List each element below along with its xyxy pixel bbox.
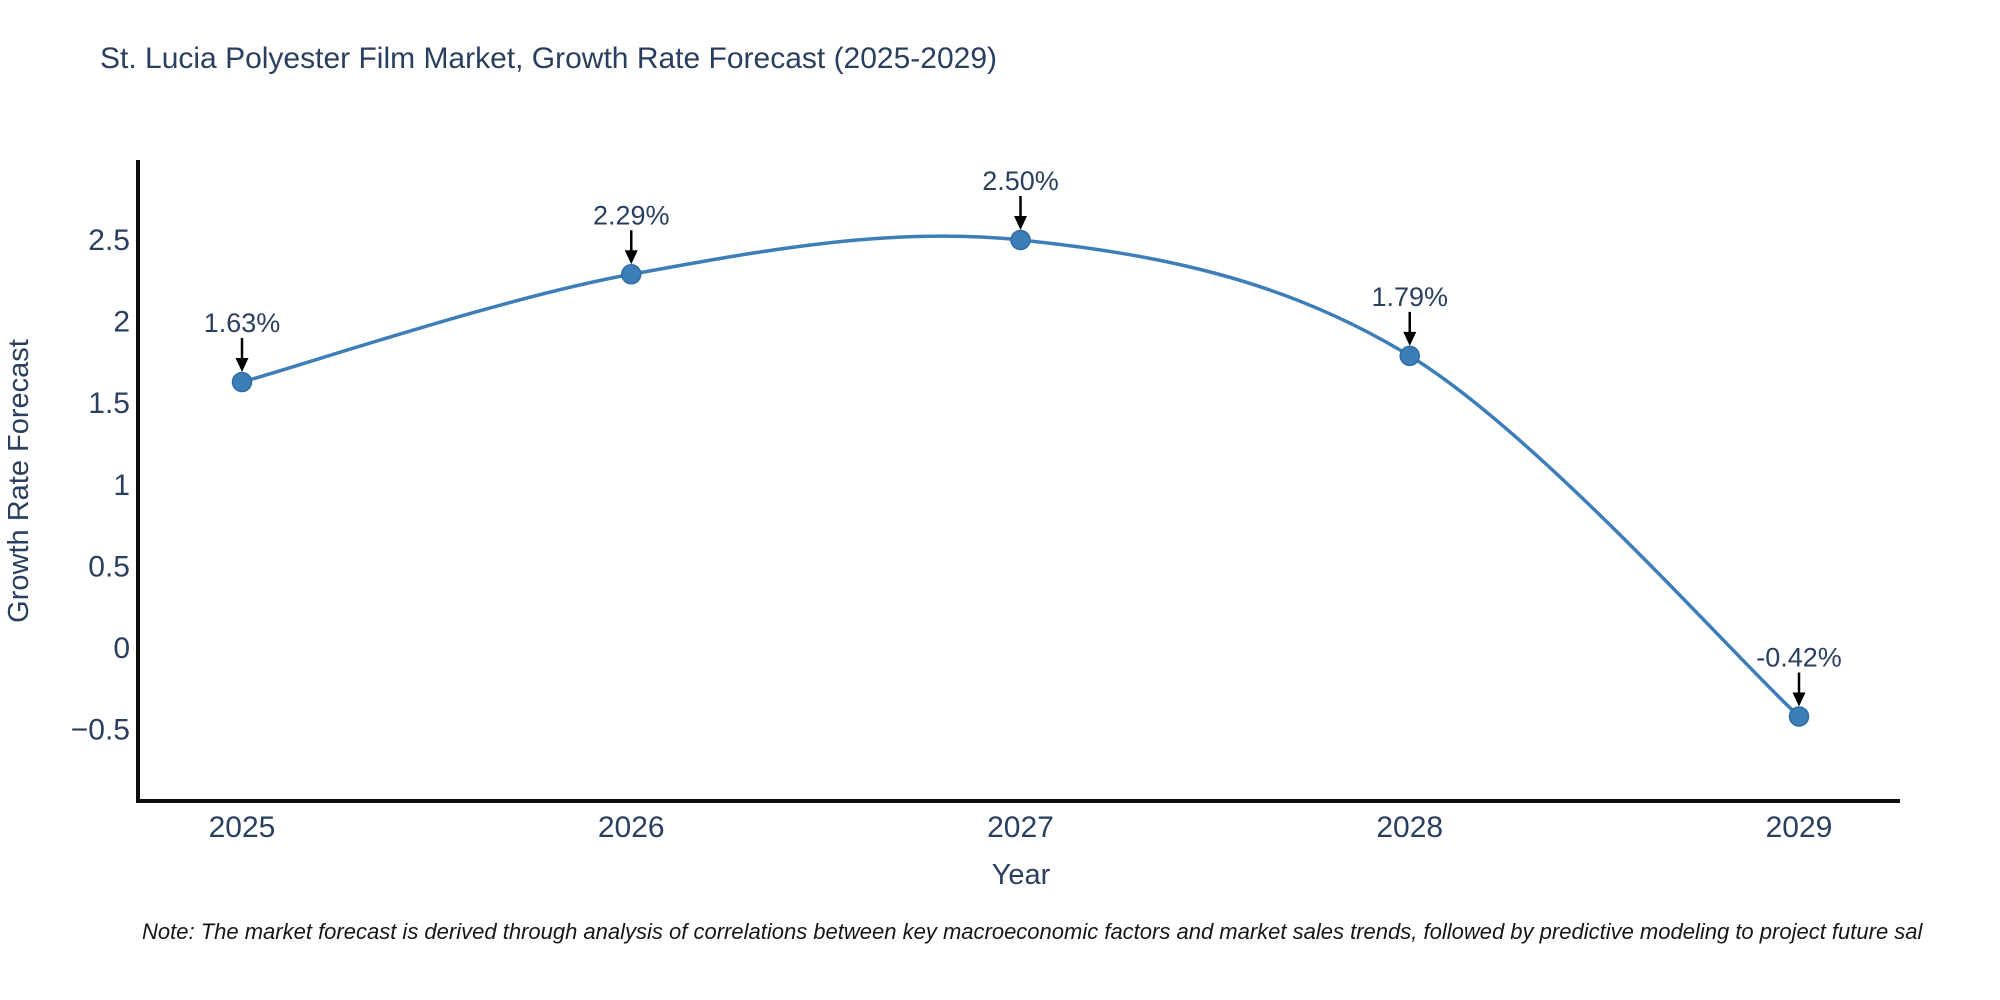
data-point-2026[interactable] — [621, 264, 642, 285]
data-point-2027[interactable] — [1010, 229, 1031, 251]
data-point-2029[interactable] — [1788, 706, 1810, 727]
x-tick-label: 2027 — [987, 811, 1054, 844]
y-tick-label: 2.5 — [88, 224, 130, 257]
y-tick-label: 1 — [113, 469, 130, 502]
footnote: Note: The market forecast is derived thr… — [142, 919, 1923, 944]
point-value-label: 1.79% — [1371, 282, 1448, 312]
x-tick-label: 2029 — [1766, 811, 1833, 844]
y-tick-label: 1.5 — [88, 387, 130, 420]
forecast-line — [240, 234, 1801, 719]
x-tick-label: 2028 — [1376, 811, 1443, 844]
x-axis-title: Year — [992, 859, 1051, 891]
annotation-arrowhead-icon — [1403, 331, 1417, 346]
x-tick-label: 2026 — [598, 811, 665, 844]
y-tick-label: 0.5 — [88, 550, 130, 583]
point-value-label: 2.50% — [982, 166, 1059, 196]
y-axis-title: Growth Rate Forecast — [3, 339, 35, 623]
data-point-2028[interactable] — [1399, 345, 1420, 367]
line-series — [231, 229, 1810, 727]
annotation-arrowhead-icon — [1792, 692, 1806, 707]
y-tick-label: −0.5 — [71, 714, 130, 747]
axes — [136, 160, 1900, 803]
tick-labels: 2.5 2 1.5 1 0.5 0 −0.5 2025 2026 2027 2028 2029 — [71, 224, 1833, 844]
chart-title: St. Lucia Polyester Film Market, Growth … — [100, 42, 998, 75]
point-value-label: 2.29% — [593, 200, 670, 230]
annotation-arrowhead-icon — [1014, 216, 1027, 230]
y-tick-label: 2 — [113, 306, 130, 339]
point-value-label: -0.42% — [1756, 643, 1842, 673]
y-tick-label: 0 — [113, 632, 130, 665]
point-value-label: 1.63% — [204, 308, 281, 338]
point-annotations: 1.63% 2.29% 2.50% 1.79% -0.42% — [204, 166, 1842, 707]
data-point-2025[interactable] — [231, 371, 253, 393]
x-tick-label: 2025 — [209, 811, 276, 844]
annotation-arrowhead-icon — [235, 357, 249, 372]
annotation-arrowhead-icon — [624, 250, 638, 265]
